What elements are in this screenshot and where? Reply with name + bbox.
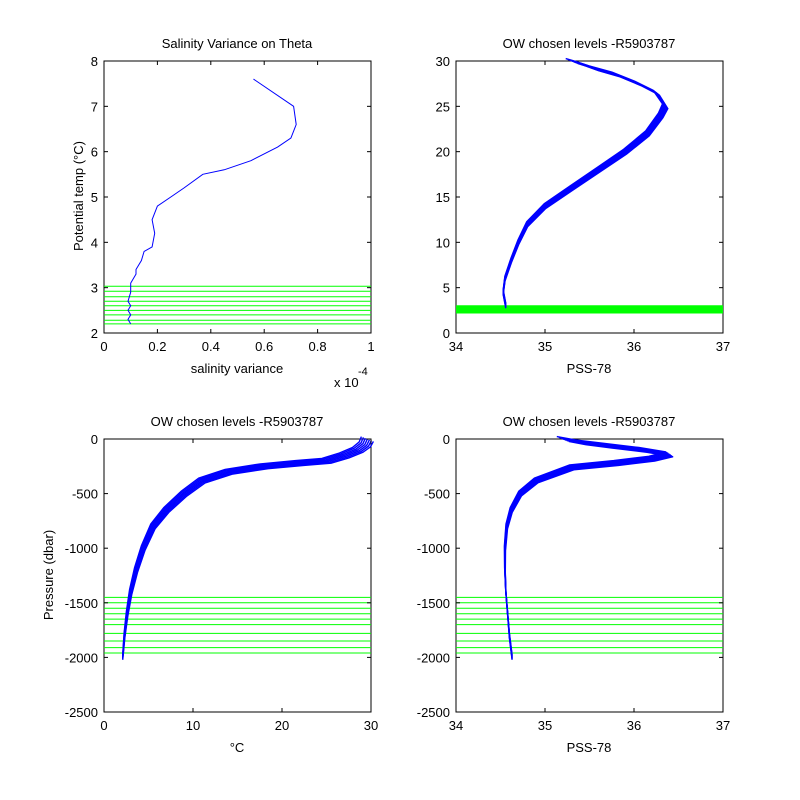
plot-area — [103, 438, 372, 713]
x-tick-label: 37 — [716, 339, 730, 354]
profile-line — [502, 62, 669, 309]
x-tick-label: 35 — [538, 718, 552, 733]
y-tick-label: 5 — [443, 281, 450, 296]
y-tick-label: -1500 — [65, 596, 98, 611]
y-tick-label: 0 — [91, 432, 98, 447]
y-tick-label: 5 — [91, 190, 98, 205]
x-axis-label: salinity variance — [191, 361, 284, 376]
y-tick-label: -1500 — [417, 596, 450, 611]
x-tick-label: 30 — [364, 718, 378, 733]
y-tick-label: -1000 — [65, 541, 98, 556]
panel-title: OW chosen levels -R5903787 — [503, 36, 676, 51]
temperature-pressure-panel: OW chosen levels -R5903787 °C Pressure (… — [41, 414, 378, 755]
x-exponent-power: -4 — [358, 366, 368, 378]
y-tick-label: -2500 — [65, 705, 98, 720]
y-tick-label: 0 — [443, 432, 450, 447]
x-tick-label: 0.6 — [255, 339, 273, 354]
x-tick-label: 36 — [627, 718, 641, 733]
plot-area — [455, 60, 724, 334]
salinity-variance-panel: Salinity Variance on Theta salinity vari… — [71, 36, 375, 390]
profile-line — [122, 441, 375, 660]
salinity-theta-panel: OW chosen levels -R5903787 PSS-78 34 35 36… — [436, 36, 731, 376]
y-axis-label: Pressure (dbar) — [41, 530, 56, 620]
y-tick-label: 7 — [91, 99, 98, 114]
x-tick-label: 34 — [449, 718, 463, 733]
y-tick-label: -500 — [72, 487, 98, 502]
x-axis-label: PSS-78 — [567, 740, 612, 755]
profile-line — [127, 78, 297, 325]
y-tick-label: 25 — [436, 99, 450, 114]
x-exponent-label: x 10 — [334, 375, 359, 390]
x-tick-label: 20 — [275, 718, 289, 733]
y-tick-label: 2 — [91, 326, 98, 341]
x-tick-label: 36 — [627, 339, 641, 354]
panel-title: OW chosen levels -R5903787 — [503, 414, 676, 429]
x-axis-label: °C — [230, 740, 245, 755]
y-tick-label: 15 — [436, 190, 450, 205]
y-tick-label: 3 — [91, 281, 98, 296]
y-tick-label: 4 — [91, 235, 98, 250]
x-tick-label: 37 — [716, 718, 730, 733]
profile-line — [504, 440, 674, 660]
x-tick-label: 0.2 — [148, 339, 166, 354]
plot-area — [103, 60, 372, 334]
y-tick-label: -1000 — [417, 541, 450, 556]
y-tick-label: -2000 — [417, 650, 450, 665]
x-tick-label: 35 — [538, 339, 552, 354]
y-tick-label: 30 — [436, 54, 450, 69]
panel-title: Salinity Variance on Theta — [162, 36, 313, 51]
y-tick-label: -500 — [424, 487, 450, 502]
y-tick-label: 0 — [443, 326, 450, 341]
x-tick-label: 0 — [100, 718, 107, 733]
y-tick-label: 20 — [436, 145, 450, 160]
y-tick-label: 10 — [436, 235, 450, 250]
y-tick-label: -2500 — [417, 705, 450, 720]
x-tick-label: 10 — [186, 718, 200, 733]
plot-area — [455, 438, 724, 713]
x-tick-label: 1 — [367, 339, 374, 354]
x-tick-label: 0.8 — [309, 339, 327, 354]
x-tick-label: 0 — [100, 339, 107, 354]
x-tick-label: 34 — [449, 339, 463, 354]
x-tick-label: 0.4 — [202, 339, 220, 354]
y-tick-label: -2000 — [65, 650, 98, 665]
y-tick-label: 8 — [91, 54, 98, 69]
y-tick-label: 6 — [91, 145, 98, 160]
y-axis-label: Potential temp (°C) — [71, 141, 86, 251]
x-axis-label: PSS-78 — [567, 361, 612, 376]
panel-title: OW chosen levels -R5903787 — [151, 414, 324, 429]
salinity-pressure-panel: OW chosen levels -R5903787 PSS-78 34 35 36… — [417, 414, 730, 755]
